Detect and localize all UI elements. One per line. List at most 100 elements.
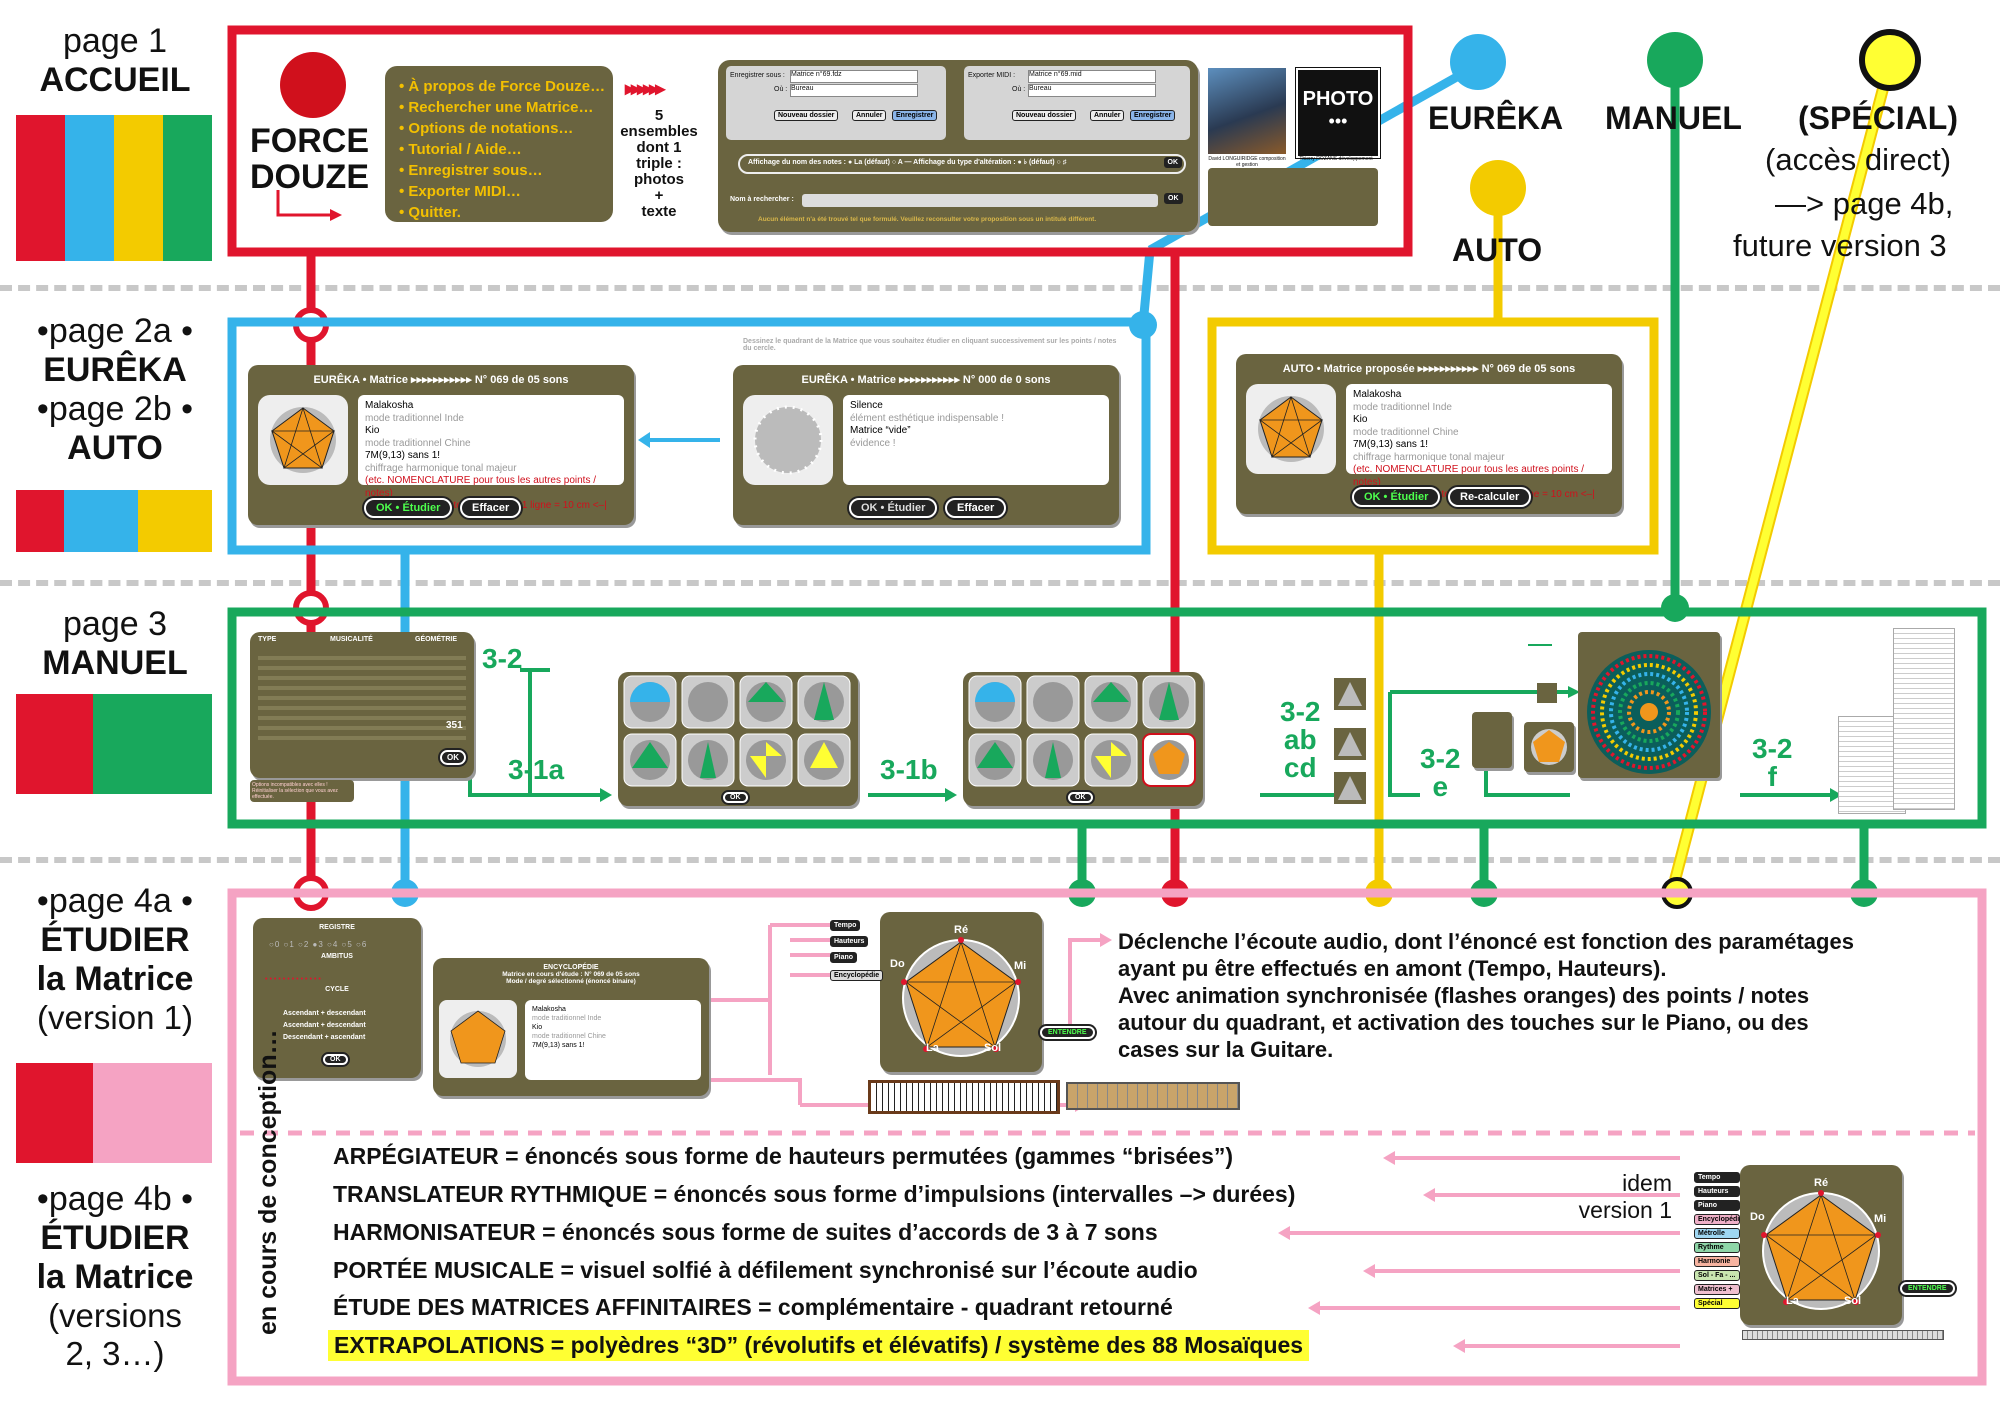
- auto-recalc-button[interactable]: Re-calculer: [1448, 487, 1532, 507]
- feature-arpegiateur: ARPÉGIATEUR = énoncés sous forme de haut…: [333, 1143, 1234, 1169]
- v2-tab-metrolle[interactable]: Métrolle: [1694, 1228, 1740, 1239]
- v2-tab-encyclopedie[interactable]: Encyclopédie: [1694, 1214, 1743, 1225]
- feature-harmonisateur: HARMONISATEUR = énoncés sous forme de su…: [333, 1219, 1158, 1245]
- search-message: Aucun élément n'a été trouvé tel que for…: [758, 216, 1097, 223]
- save-folder-select[interactable]: Bureau: [790, 84, 918, 97]
- eureka-ok-button[interactable]: OK • Étudier: [364, 498, 453, 518]
- export-field[interactable]: Matrice n°69.mid: [1028, 70, 1156, 83]
- v2-tab-hauteurs[interactable]: Hauteurs: [1694, 1186, 1740, 1197]
- note-sol: Sol: [984, 1042, 1002, 1054]
- v2-note-re: Ré: [1814, 1177, 1829, 1189]
- new-folder-button[interactable]: Nouveau dossier: [774, 110, 839, 121]
- notation-ok-button[interactable]: OK: [1163, 157, 1182, 168]
- dialogs-panel: Enregistrer sous : Matrice n°69.fdz Où :…: [718, 60, 1198, 232]
- eureka-empty-panel: EURÊKA • Matrice ▸▸▸▸▸▸▸▸▸▸▸ N° 000 de 0…: [733, 365, 1119, 525]
- eureka-empty-clear-button[interactable]: Effacer: [945, 498, 1007, 518]
- ensembles-note: 5 ensembles dont 1 triple : photos + texte: [620, 107, 698, 220]
- auto-ok-button[interactable]: OK • Étudier: [1352, 487, 1441, 507]
- menu-item-quit[interactable]: • Quitter.: [399, 204, 461, 221]
- auto-panel: AUTO • Matrice proposée ▸▸▸▸▸▸▸▸▸▸▸ N° 0…: [1236, 354, 1622, 514]
- logo-force: FORCE: [250, 122, 369, 160]
- red-chevrons-icon: ▸▸▸▸▸▸: [625, 78, 665, 100]
- search-ok-button[interactable]: OK: [1164, 193, 1183, 204]
- auto-text-box: Malakosha mode traditionnel Inde Kio mode t…: [1346, 384, 1612, 500]
- v2-tab-piano[interactable]: Piano: [1694, 1200, 1740, 1211]
- eureka-clear-button[interactable]: Effacer: [460, 498, 522, 518]
- menu-item-tutorial[interactable]: • Tutorial / Aide…: [399, 141, 522, 158]
- incompatible-warning: Options incompatibles avec elles ! Réini…: [250, 780, 354, 802]
- v2-tab-rythme[interactable]: Rythme: [1694, 1242, 1740, 1253]
- piano-keyboard[interactable]: [868, 1080, 1060, 1114]
- shapes-grid-a: OK: [618, 672, 858, 806]
- branch-manuel: MANUEL: [1605, 100, 1742, 136]
- separator-3: [0, 857, 2000, 863]
- thumb-triangle-3: [1334, 772, 1366, 804]
- list-panel-2: [1893, 628, 1955, 810]
- search-input[interactable]: [802, 194, 1158, 207]
- tab-hauteurs[interactable]: Hauteurs: [830, 936, 869, 947]
- auto-quadrant-widget: [1246, 384, 1336, 474]
- mosaic-panel: [1578, 632, 1720, 778]
- code-3-2-e: 3-2 e: [1420, 743, 1461, 802]
- cycle-options: Ascendant + descendant Ascendant + descen…: [283, 1010, 366, 1041]
- menu-item-search[interactable]: • Rechercher une Matrice…: [399, 99, 594, 116]
- registre-ok-button[interactable]: OK: [323, 1054, 348, 1065]
- audio-description: Déclenche l’écoute audio, dont l’énoncé …: [1118, 929, 1854, 1062]
- export-cancel-button[interactable]: Annuler: [1090, 110, 1125, 121]
- grid-a-ok-button[interactable]: OK: [723, 792, 748, 803]
- manuel-ok-button[interactable]: OK: [440, 750, 466, 765]
- export-folder-select[interactable]: Bureau: [1028, 84, 1156, 97]
- result-count: 351: [446, 720, 463, 731]
- export-save-button[interactable]: Enregistrer: [1130, 110, 1176, 121]
- branch-auto: AUTO: [1452, 232, 1543, 268]
- tab-encyclopedie[interactable]: Encyclopédie: [830, 970, 884, 981]
- v2-tab-harmonie[interactable]: Harmonie: [1694, 1256, 1740, 1267]
- mini-panel-e: [1472, 712, 1512, 768]
- label-page-3: page 3 MANUEL: [42, 605, 188, 683]
- thumb-triangle-2: [1334, 728, 1366, 760]
- options-list: [258, 650, 466, 740]
- note-la: La: [926, 1042, 939, 1054]
- idem-version-1: idem version 1: [1578, 1170, 1672, 1223]
- export-new-folder-button[interactable]: Nouveau dossier: [1012, 110, 1077, 121]
- notation-options: Affichage du nom des notes : ● La (défau…: [738, 154, 1186, 174]
- v2-pentagon-icon: [1761, 1190, 1881, 1310]
- save-field[interactable]: Matrice n°69.fdz: [790, 70, 918, 83]
- silence-text-box: Silence élément esthétique indispensable …: [843, 395, 1109, 485]
- save-label: Enregistrer sous :: [730, 72, 785, 79]
- v2-entendre-button[interactable]: ENTENDRE: [1900, 1282, 1955, 1295]
- menu-item-notation[interactable]: • Options de notations…: [399, 120, 574, 137]
- color-bars-page-3: [16, 694, 212, 794]
- encyclopedie-panel: ENCYCLOPÉDIE Matrice en cours d'étude : …: [433, 958, 709, 1096]
- save-where-label: Où :: [774, 86, 788, 93]
- grid-b-ok-button[interactable]: OK: [1068, 792, 1093, 803]
- thumb-square: [1537, 683, 1557, 703]
- v2-timeline[interactable]: [1742, 1330, 1944, 1340]
- v2-tab-portee[interactable]: Sol - Fa - ...: [1694, 1270, 1740, 1281]
- v2-tab-matrices[interactable]: Matrices +: [1694, 1284, 1740, 1295]
- guitar-fretboard[interactable]: [1066, 1082, 1240, 1110]
- tab-tempo[interactable]: Tempo: [830, 920, 861, 931]
- encyclo-text-box: Malakosha mode traditionnel Inde Kio mode t…: [525, 1000, 701, 1080]
- label-page-4a: •page 4a • ÉTUDIER la Matrice (version 1): [36, 882, 194, 1037]
- player-panel: Ré Do Mi La Sol: [880, 912, 1042, 1072]
- label-page-1: page 1 ACCUEIL: [39, 22, 191, 100]
- v2-tab-tempo[interactable]: Tempo: [1694, 1172, 1740, 1183]
- code-3-2-abcd: 3-2 ab cd: [1280, 696, 1321, 783]
- mini-panel-e2: [1524, 722, 1574, 772]
- save-button[interactable]: Enregistrer: [892, 110, 938, 121]
- v2-tab-special[interactable]: Spécial: [1694, 1298, 1740, 1309]
- force-douze-logo-dot: [280, 52, 346, 118]
- auto-pentagon-icon: [1258, 396, 1324, 462]
- eureka-empty-ok-button[interactable]: OK • Étudier: [849, 498, 938, 518]
- entendre-button[interactable]: ENTENDRE: [1040, 1026, 1095, 1039]
- menu-item-export[interactable]: • Exporter MIDI…: [399, 183, 521, 200]
- photo-musician: [1208, 68, 1286, 154]
- menu-item-about[interactable]: • À propos de Force Douze…: [399, 78, 606, 95]
- cancel-button[interactable]: Annuler: [852, 110, 887, 121]
- search-bar: Nom à rechercher : OK: [728, 192, 1190, 210]
- player-pentagon-icon: [901, 937, 1021, 1057]
- eureka-panel: EURÊKA • Matrice ▸▸▸▸▸▸▸▸▸▸▸ N° 069 de 0…: [248, 365, 634, 525]
- tab-piano[interactable]: Piano: [830, 952, 858, 963]
- menu-item-save[interactable]: • Enregistrer sous…: [399, 162, 543, 179]
